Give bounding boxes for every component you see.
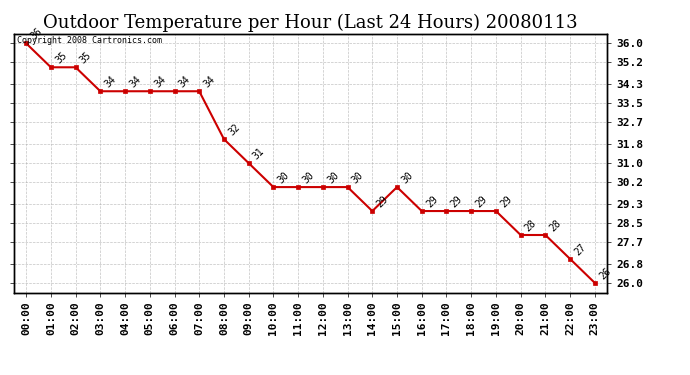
Text: 29: 29 (375, 194, 390, 209)
Text: Copyright 2008 Cartronics.com: Copyright 2008 Cartronics.com (17, 36, 161, 45)
Text: 35: 35 (78, 50, 93, 65)
Text: 27: 27 (573, 242, 588, 257)
Text: 34: 34 (201, 74, 217, 89)
Text: 34: 34 (152, 74, 168, 89)
Text: 34: 34 (103, 74, 118, 89)
Text: 34: 34 (177, 74, 193, 89)
Text: 28: 28 (523, 218, 538, 233)
Text: 30: 30 (350, 170, 366, 185)
Text: 29: 29 (474, 194, 489, 209)
Text: 26: 26 (598, 266, 613, 281)
Text: 30: 30 (301, 170, 316, 185)
Text: 36: 36 (29, 26, 44, 41)
Text: 29: 29 (498, 194, 514, 209)
Text: 35: 35 (53, 50, 69, 65)
Text: 31: 31 (251, 146, 266, 161)
Text: 32: 32 (226, 122, 242, 137)
Text: 30: 30 (326, 170, 341, 185)
Title: Outdoor Temperature per Hour (Last 24 Hours) 20080113: Outdoor Temperature per Hour (Last 24 Ho… (43, 14, 578, 32)
Text: 29: 29 (449, 194, 464, 209)
Text: 34: 34 (128, 74, 143, 89)
Text: 28: 28 (548, 218, 563, 233)
Text: 30: 30 (276, 170, 291, 185)
Text: 30: 30 (400, 170, 415, 185)
Text: 29: 29 (424, 194, 440, 209)
